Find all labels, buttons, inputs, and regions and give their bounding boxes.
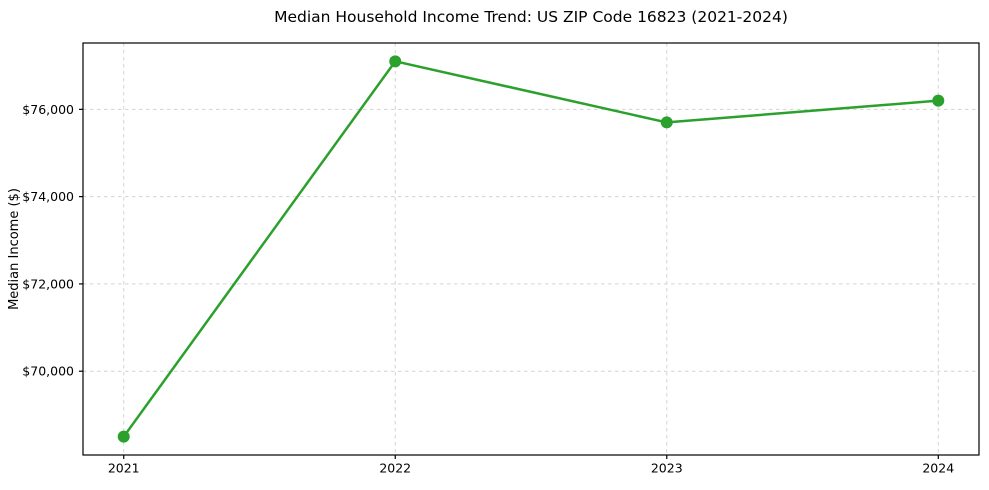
x-tick-label: 2023 [651, 461, 683, 476]
data-point-2022 [389, 55, 402, 68]
x-tick-label: 2022 [379, 461, 411, 476]
y-tick-label: $72,000 [22, 276, 74, 291]
y-tick-label: $70,000 [22, 364, 74, 379]
y-axis-label: Median Income ($) [7, 188, 22, 310]
data-point-2023 [660, 116, 673, 129]
x-tick-label: 2021 [108, 461, 140, 476]
data-point-2021 [117, 430, 130, 443]
y-tick-label: $74,000 [22, 189, 74, 204]
data-point-2024 [932, 94, 945, 107]
trend-line [122, 60, 940, 438]
axes-frame [82, 42, 980, 456]
chart-title: Median Household Income Trend: US ZIP Co… [274, 8, 788, 26]
x-tick-label: 2024 [922, 461, 954, 476]
y-tick-label: $76,000 [22, 102, 74, 117]
